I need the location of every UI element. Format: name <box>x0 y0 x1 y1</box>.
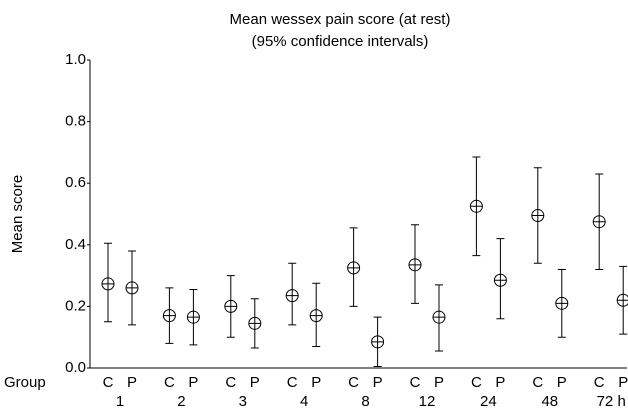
x-group-label: 12 <box>419 393 436 410</box>
x-tick-label: C <box>287 374 298 391</box>
x-group-label: 4 <box>300 393 308 410</box>
x-tick-label: P <box>434 374 444 391</box>
chart-subtitle: (95% confidence intervals) <box>252 33 429 50</box>
mean-cross <box>409 258 421 271</box>
y-tick-label: 0.4 <box>65 236 86 253</box>
x-tick-label: C <box>348 374 359 391</box>
mean-cross <box>371 335 384 348</box>
x-group-label: 48 <box>541 393 558 410</box>
x-group-label: 24 <box>480 393 497 410</box>
x-tick-label: P <box>127 374 137 391</box>
y-tick-label: 0.8 <box>65 113 86 130</box>
mean-cross <box>433 311 445 324</box>
mean-cross <box>102 277 114 290</box>
x-tick-label: C <box>471 374 482 391</box>
x-tick-label: P <box>311 374 321 391</box>
chart-title: Mean wessex pain score (at rest) <box>230 11 451 28</box>
mean-cross <box>286 289 299 302</box>
x-group-label: 8 <box>361 393 369 410</box>
x-tick-label: P <box>188 374 198 391</box>
x-tick-label: P <box>557 374 567 391</box>
x-tick-label: C <box>103 374 114 391</box>
x-tick-label: P <box>618 374 628 391</box>
mean-cross <box>248 317 261 330</box>
x-group-label: 72 h <box>597 393 626 410</box>
x-tick-label: C <box>164 374 175 391</box>
mean-cross <box>347 261 360 274</box>
y-tick-label: 0.2 <box>65 297 86 314</box>
y-tick-label: 0.0 <box>65 359 86 376</box>
mean-cross <box>593 215 606 228</box>
mean-cross <box>555 297 568 310</box>
x-group-label: 2 <box>177 393 185 410</box>
x-tick-label: P <box>250 374 260 391</box>
mean-cross <box>494 274 507 287</box>
mean-cross <box>531 209 544 222</box>
mean-cross <box>310 309 323 322</box>
x-tick-label: C <box>225 374 236 391</box>
y-axis-label: Mean score <box>9 175 26 253</box>
x-group-label: 1 <box>116 393 124 410</box>
x-tick-label: C <box>532 374 543 391</box>
mean-cross <box>470 200 483 213</box>
x-group-label: 3 <box>239 393 247 410</box>
mean-cross <box>163 309 176 322</box>
x-tick-label: C <box>410 374 421 391</box>
y-tick-label: 1.0 <box>65 51 86 68</box>
y-tick-label: 0.6 <box>65 174 86 191</box>
mean-cross <box>187 311 200 324</box>
mean-cross <box>617 294 628 307</box>
mean-cross <box>126 281 138 294</box>
mean-cross <box>224 300 237 313</box>
x-tick-label: P <box>495 374 505 391</box>
x-tick-label: C <box>594 374 605 391</box>
x-axis-label: Group <box>4 374 46 391</box>
x-tick-label: P <box>373 374 383 391</box>
